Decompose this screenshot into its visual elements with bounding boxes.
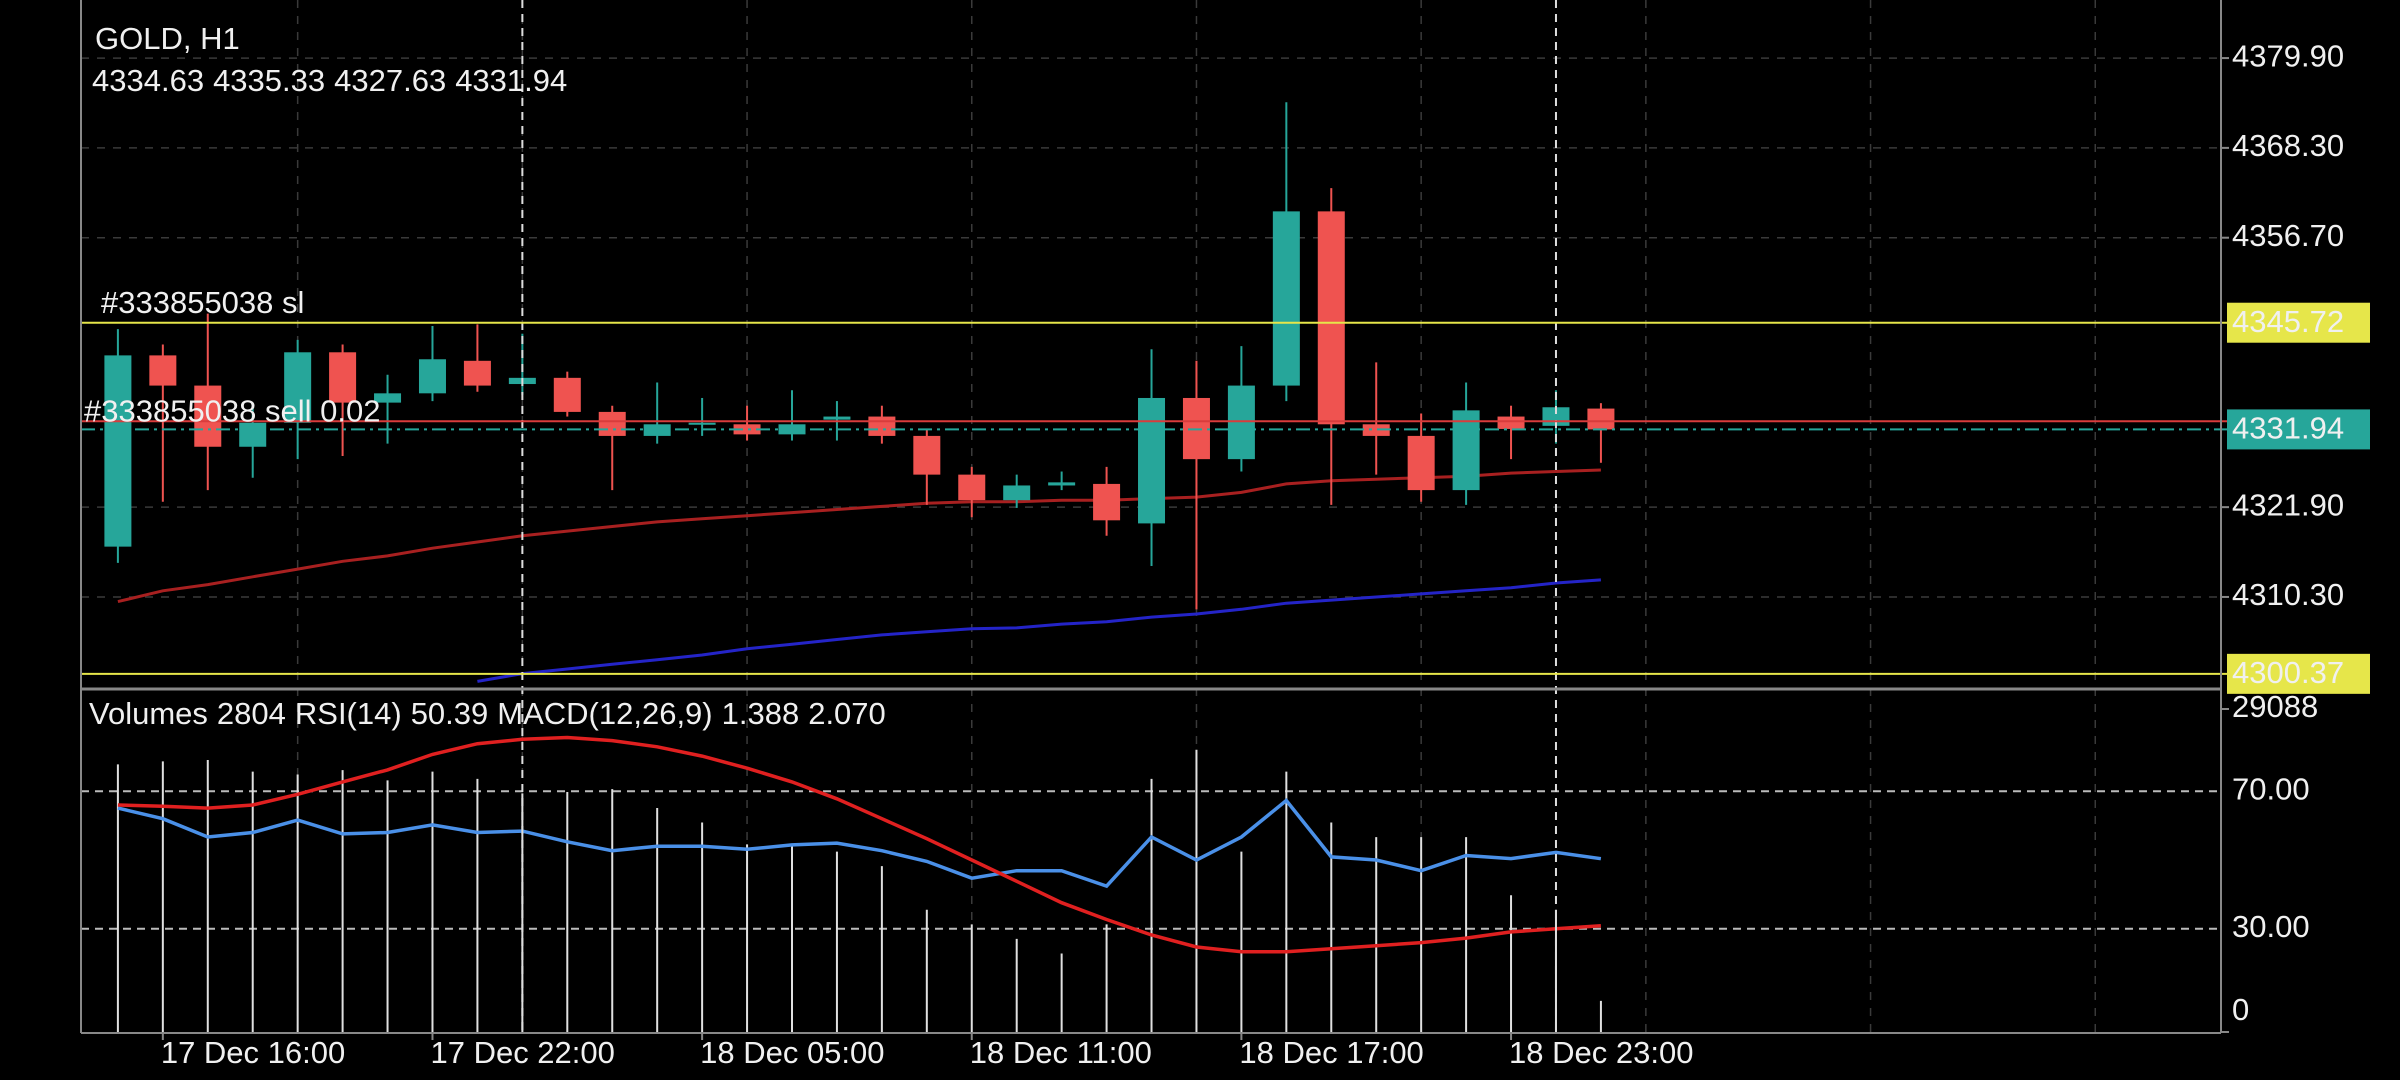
candle-body bbox=[1272, 211, 1300, 386]
level-label: #333855038 sell 0.02 bbox=[84, 393, 380, 428]
x-tick-label: 18 Dec 05:00 bbox=[700, 1035, 884, 1070]
candle-body bbox=[958, 474, 986, 501]
candle-body bbox=[598, 411, 626, 436]
candle-body bbox=[1003, 485, 1031, 501]
bid-tag bbox=[2227, 409, 2370, 450]
candle-body bbox=[239, 422, 267, 447]
candle-body bbox=[149, 355, 177, 386]
moving-average bbox=[477, 578, 1602, 683]
candle-body bbox=[1317, 211, 1345, 425]
price-panel bbox=[104, 102, 1615, 683]
candle-body bbox=[1587, 408, 1615, 430]
y2-tick-label: 29088 bbox=[2232, 689, 2318, 724]
candle-body bbox=[418, 359, 446, 394]
y-tick-label: 4310.30 bbox=[2232, 577, 2344, 612]
candle-body bbox=[1362, 424, 1390, 436]
level-label: #333855038 sl bbox=[101, 285, 304, 320]
readout-value: 2804 bbox=[217, 696, 286, 731]
candle-body bbox=[823, 416, 851, 420]
candle-body bbox=[1227, 385, 1255, 460]
y-tick-label: 4356.70 bbox=[2232, 218, 2344, 253]
candle-body bbox=[1452, 410, 1480, 491]
readout-value: 2.070 bbox=[808, 696, 886, 731]
candle-body bbox=[688, 422, 716, 425]
y-tick-label: 4379.90 bbox=[2232, 38, 2344, 73]
candle-body bbox=[104, 355, 132, 547]
ohlc-low: 4327.63 bbox=[334, 63, 446, 98]
price-tag bbox=[2227, 302, 2370, 343]
ohlc-high: 4335.33 bbox=[213, 63, 325, 98]
y2-tick-label: 0 bbox=[2232, 992, 2249, 1027]
candle-body bbox=[553, 377, 581, 412]
readout-name: MACD(12,26,9) bbox=[497, 696, 712, 731]
price-tag bbox=[2227, 653, 2370, 694]
ohlc-readout: 4334.63 4335.33 4327.63 4331.94 bbox=[92, 63, 567, 98]
y-tick-label: 70.00 bbox=[2232, 771, 2310, 806]
bid-tag-label: 4331.94 bbox=[2232, 411, 2344, 446]
y-tick-label: 30.00 bbox=[2232, 909, 2310, 944]
readout-name: Volumes bbox=[89, 696, 208, 731]
y-tick-label: 4321.90 bbox=[2232, 487, 2344, 522]
ohlc-open: 4334.63 bbox=[92, 63, 204, 98]
candle-body bbox=[1048, 482, 1076, 486]
price-tag-label: 4300.37 bbox=[2232, 655, 2344, 690]
x-tick-label: 18 Dec 23:00 bbox=[1509, 1035, 1693, 1070]
candle-body bbox=[913, 435, 941, 475]
symbol-title: GOLD, H1 bbox=[95, 21, 240, 56]
candle-body bbox=[374, 393, 402, 403]
candle-body bbox=[1407, 435, 1435, 491]
candle-body bbox=[284, 352, 312, 423]
candle-body bbox=[868, 416, 896, 436]
readout-value: 50.39 bbox=[411, 696, 489, 731]
x-tick-label: 17 Dec 16:00 bbox=[161, 1035, 345, 1070]
overlay: GOLD, H1 4334.63 4335.33 4327.63 4331.94 4379… bbox=[81, 0, 2370, 1070]
ohlc-close: 4331.94 bbox=[455, 63, 567, 98]
indicator-line bbox=[117, 735, 1602, 954]
candle-body bbox=[1497, 416, 1525, 429]
price-tag-label: 4345.72 bbox=[2232, 304, 2344, 339]
candle-body bbox=[733, 424, 761, 435]
indicator-readout: Volumes 2804 RSI(14) 50.39 MACD(12,26,9) 1.38… bbox=[89, 696, 886, 731]
moving-average bbox=[117, 468, 1601, 604]
y-tick-label: 4368.30 bbox=[2232, 128, 2344, 163]
candle-body bbox=[463, 360, 491, 386]
x-tick-label: 18 Dec 17:00 bbox=[1239, 1035, 1423, 1070]
candle-body bbox=[329, 352, 357, 403]
candle-body bbox=[1138, 397, 1166, 524]
candle-body bbox=[194, 385, 222, 447]
indicator-line bbox=[117, 798, 1602, 889]
candle-body bbox=[1093, 483, 1121, 521]
x-tick-label: 18 Dec 11:00 bbox=[970, 1035, 1152, 1070]
readout-name: RSI(14) bbox=[295, 696, 402, 731]
readout-value: 1.388 bbox=[722, 696, 800, 731]
x-tick-label: 17 Dec 22:00 bbox=[430, 1035, 614, 1070]
